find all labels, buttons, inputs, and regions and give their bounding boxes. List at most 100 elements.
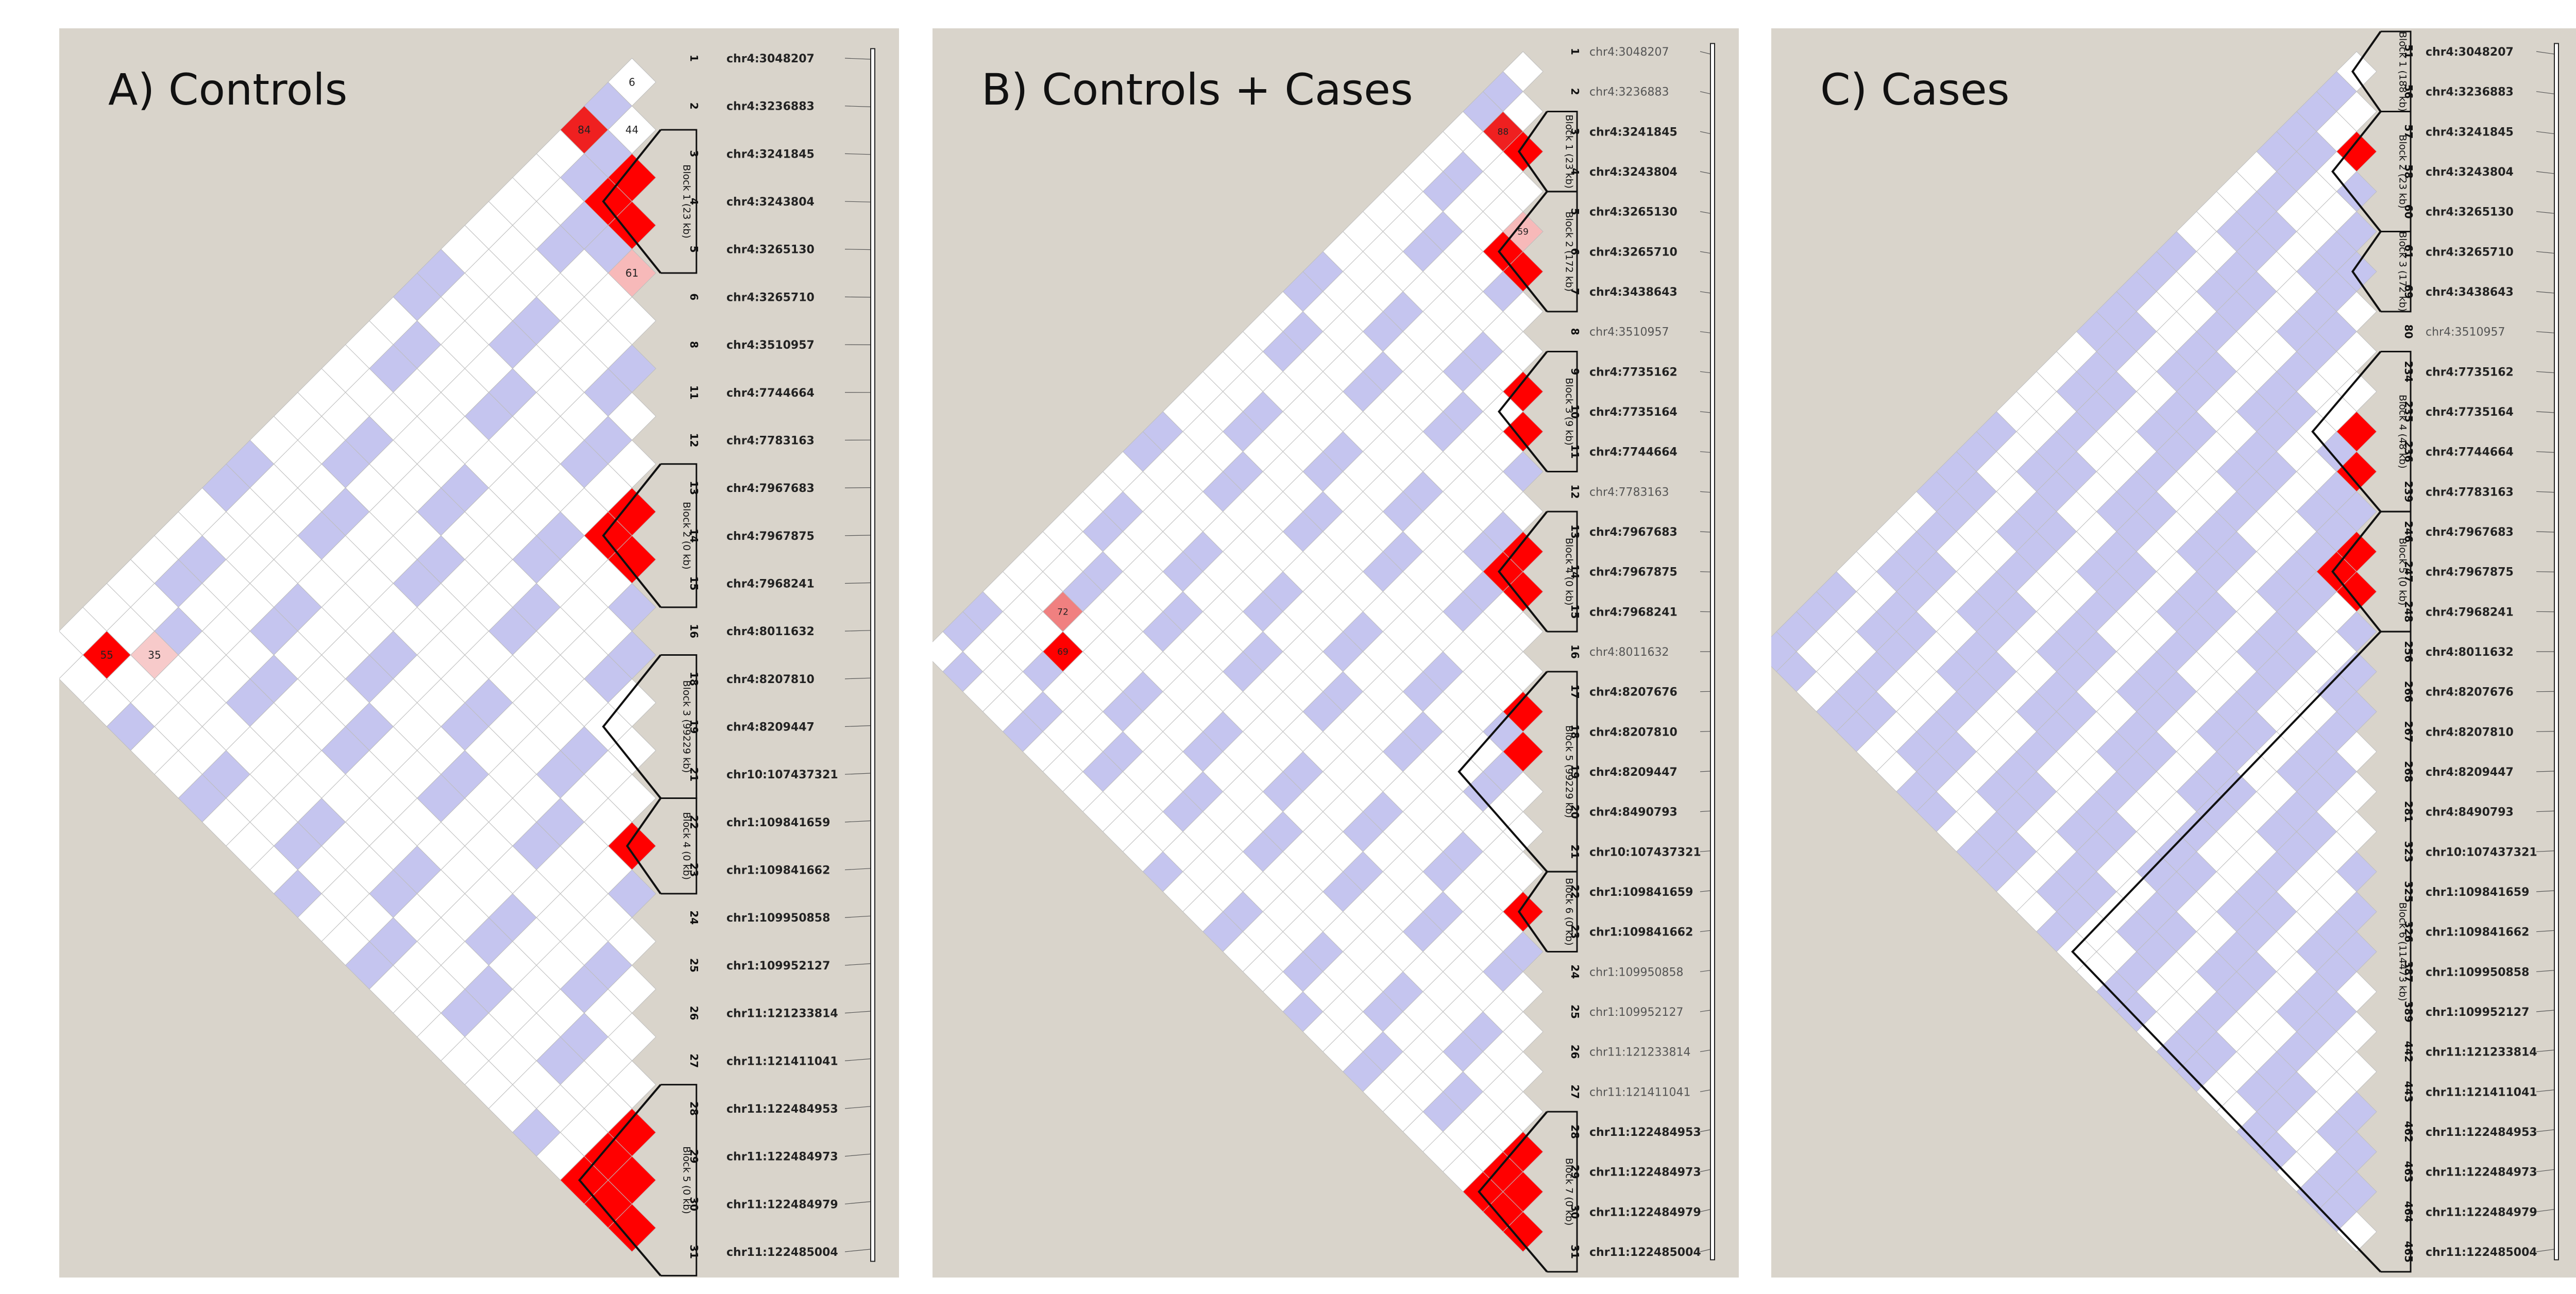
snp-connector <box>2536 1129 2555 1132</box>
snp-index: 11 <box>688 385 700 400</box>
snp-connector <box>844 915 871 918</box>
snp-connector <box>1700 1249 1711 1252</box>
snp-name: chr1:109841662 <box>726 864 830 877</box>
haplotype-block-outline <box>625 797 662 895</box>
snp-index: 26 <box>1569 1045 1581 1059</box>
haplotype-block-outline <box>602 463 662 608</box>
snp-index: 12 <box>688 433 700 448</box>
snp-connector <box>2536 890 2555 892</box>
ld-cell-value: 55 <box>100 649 113 661</box>
snp-name: chr4:8207676 <box>1589 686 1677 699</box>
snp-name: chr4:8209447 <box>1589 766 1677 779</box>
snp-connector <box>2536 131 2555 134</box>
snp-index: 387 <box>2402 961 2415 982</box>
snp-connector <box>1700 491 1711 493</box>
snp-index: 61 <box>2402 244 2415 259</box>
snp-connector <box>844 58 871 60</box>
snp-name: chr11:122484953 <box>1589 1126 1701 1139</box>
snp-connector <box>2536 211 2555 214</box>
snp-name: chr10:107437321 <box>726 769 838 781</box>
haplotype-block-outline <box>2311 351 2382 513</box>
haplotype-block-bracket <box>660 1084 698 1276</box>
snp-name: chr11:121233814 <box>726 1008 838 1020</box>
snp-name: chr4:8490793 <box>2426 806 2514 819</box>
snp-name: chr4:7735162 <box>1589 366 1677 379</box>
snp-connector <box>1700 930 1711 932</box>
snp-name: chr4:3265710 <box>726 291 815 304</box>
snp-name: chr1:109841659 <box>2426 886 2529 899</box>
snp-connector <box>2536 850 2555 852</box>
haplotype-block-label: Block 2 (0 kb) <box>681 502 692 570</box>
snp-name: chr4:7967875 <box>1589 566 1677 579</box>
snp-connector <box>1700 890 1711 892</box>
haplotype-block-outline <box>1498 510 1548 633</box>
snp-index: 27 <box>688 1053 700 1068</box>
position-axis <box>870 48 875 1262</box>
snp-index: 1 <box>688 55 700 62</box>
snp-connector <box>1700 771 1711 772</box>
snp-connector <box>2536 1010 2555 1012</box>
snp-name: chr4:3243804 <box>2426 166 2514 179</box>
snp-index: 14 <box>688 529 700 543</box>
snp-connector <box>844 773 871 775</box>
snp-index: 15 <box>1569 604 1581 619</box>
snp-index: 25 <box>1569 1004 1581 1019</box>
snp-connector <box>844 1153 871 1157</box>
snp-index: 30 <box>1569 1204 1581 1219</box>
snp-name: chr10:107437321 <box>2426 846 2537 859</box>
haplotype-block-outline <box>1498 351 1548 472</box>
snp-index: 56 <box>2402 84 2415 99</box>
snp-index: 57 <box>2402 124 2415 139</box>
snp-name: chr11:122484953 <box>2426 1126 2537 1139</box>
snp-index: 4 <box>688 198 700 205</box>
haplotype-block-outline <box>578 1084 662 1276</box>
snp-index: 80 <box>2402 325 2415 339</box>
snp-index: 6 <box>688 293 700 300</box>
snp-connector <box>2536 291 2555 294</box>
snp-index: 14 <box>1569 565 1581 579</box>
snp-connector <box>1700 211 1711 214</box>
snp-index: 3 <box>1569 128 1581 135</box>
snp-name: chr4:7968241 <box>1589 606 1677 619</box>
snp-index: 24 <box>688 910 700 925</box>
panel-title-controls: A) Controls <box>108 64 348 115</box>
snp-name: chr4:3510957 <box>726 339 815 352</box>
snp-index: 18 <box>688 672 700 686</box>
snp-index: 268 <box>2402 761 2415 782</box>
snp-connector <box>1700 731 1711 732</box>
snp-name: chr1:109841662 <box>1589 926 1693 939</box>
snp-name: chr4:7783163 <box>1589 486 1669 499</box>
snp-connector <box>2536 771 2555 772</box>
snp-index: 13 <box>1569 524 1581 539</box>
haplotype-block-label: Block 1 (23 kb) <box>1564 114 1575 189</box>
haplotype-block-label: Block 6 (0 kb) <box>1564 878 1575 946</box>
snp-name: chr1:109950858 <box>726 912 830 925</box>
snp-index: 25 <box>688 958 700 973</box>
snp-index: 1 <box>1569 48 1581 55</box>
ld-cell-value: 72 <box>1057 607 1069 617</box>
snp-index: 389 <box>2402 1001 2415 1023</box>
snp-index: 462 <box>2402 1121 2415 1143</box>
snp-index: 22 <box>688 815 700 829</box>
snp-index: 6 <box>1569 248 1581 255</box>
position-axis <box>2554 43 2559 1261</box>
snp-index: 325 <box>2402 881 2415 903</box>
snp-connector <box>2536 1049 2555 1052</box>
snp-name: chr4:7735164 <box>2426 406 2514 419</box>
snp-connector <box>2536 1089 2555 1092</box>
snp-index: 26 <box>688 1006 700 1020</box>
snp-name: chr11:122484973 <box>726 1151 838 1164</box>
haplotype-block-outline <box>2331 510 2382 633</box>
haplotype-block-bracket <box>1547 351 1578 472</box>
snp-index: 29 <box>1569 1165 1581 1179</box>
snp-name: chr4:7968241 <box>2426 606 2514 619</box>
snp-connector <box>1700 970 1711 972</box>
snp-connector <box>844 1058 871 1061</box>
snp-name: chr4:3265710 <box>1589 246 1677 259</box>
ld-cell-value: 44 <box>625 124 638 136</box>
snp-index: 4 <box>1569 168 1581 175</box>
snp-name: chr4:8207676 <box>2426 686 2514 699</box>
snp-index: 58 <box>2402 164 2415 179</box>
ld-matrix: 88 72 69 59 <box>933 51 1544 1252</box>
snp-name: chr4:7967683 <box>726 482 815 495</box>
